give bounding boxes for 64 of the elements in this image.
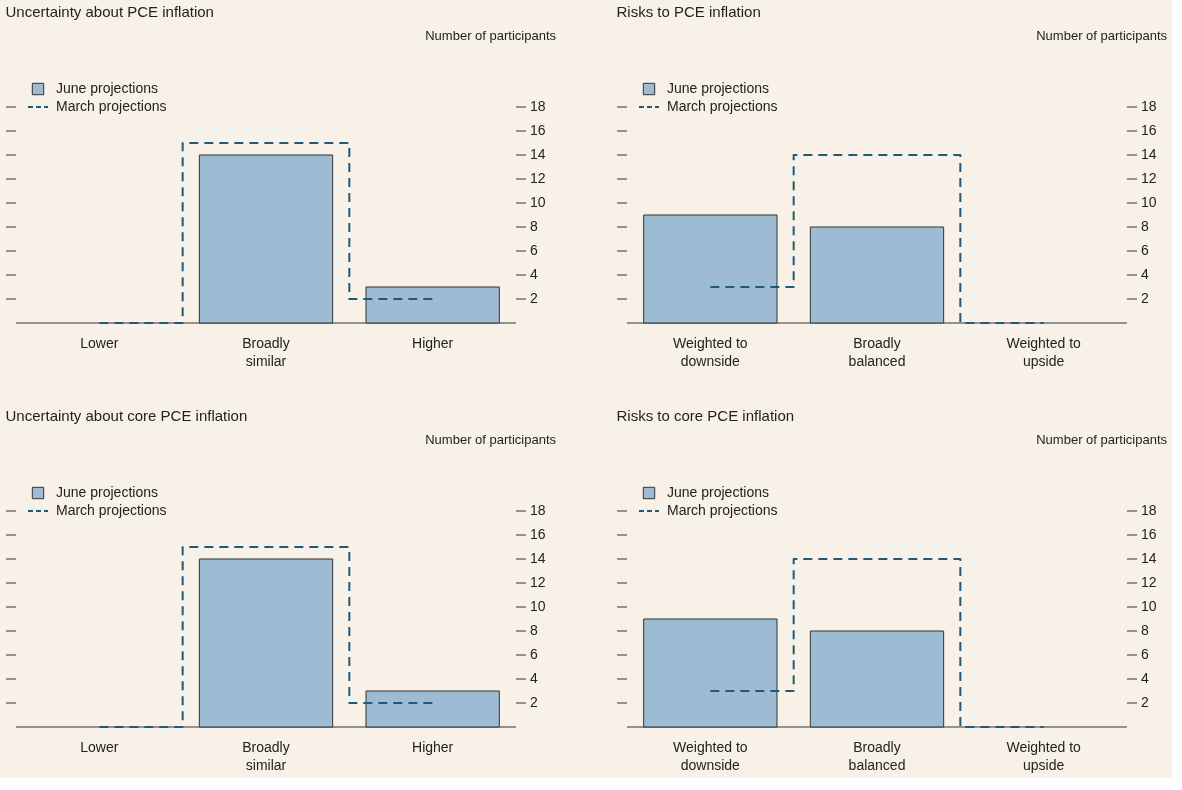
x-tick-label: Weighted to upside bbox=[1006, 739, 1082, 773]
legend-label: June projections bbox=[56, 80, 158, 96]
chart-title: Risks to core PCE inflation bbox=[616, 407, 795, 424]
legend-label: June projections bbox=[667, 80, 769, 96]
x-tick-label: Broadly balanced bbox=[848, 739, 906, 773]
y-axis-title: Number of participants bbox=[1036, 432, 1168, 447]
y-tick-label: 6 bbox=[530, 242, 538, 258]
y-tick-label: 16 bbox=[1141, 122, 1157, 138]
x-tick-label: Higher bbox=[412, 335, 454, 351]
x-tick-label: Higher bbox=[412, 739, 454, 755]
y-tick-label: 18 bbox=[530, 502, 546, 518]
y-tick-label: 4 bbox=[1141, 266, 1149, 282]
y-tick-label: 2 bbox=[1141, 694, 1149, 710]
x-tick-label: Weighted to downside bbox=[673, 335, 748, 369]
y-tick-label: 14 bbox=[530, 146, 546, 162]
legend-label: June projections bbox=[56, 484, 158, 500]
y-tick-label: 12 bbox=[530, 170, 546, 186]
y-tick-label: 12 bbox=[530, 574, 546, 590]
y-tick-label: 10 bbox=[1141, 194, 1157, 210]
x-tick-label: Broadly similar bbox=[242, 335, 290, 369]
y-tick-label: 16 bbox=[530, 122, 546, 138]
y-tick-label: 10 bbox=[530, 194, 546, 210]
y-tick-label: 4 bbox=[530, 266, 538, 282]
y-axis-title: Number of participants bbox=[1036, 28, 1168, 43]
legend-label: March projections bbox=[56, 502, 167, 518]
y-tick-label: 8 bbox=[530, 218, 538, 234]
legend-label: March projections bbox=[667, 502, 778, 518]
x-tick-label: Lower bbox=[80, 739, 119, 755]
y-tick-label: 16 bbox=[530, 526, 546, 542]
y-tick-label: 6 bbox=[1141, 242, 1149, 258]
y-axis-title: Number of participants bbox=[425, 432, 557, 447]
y-tick-label: 4 bbox=[1141, 670, 1149, 686]
y-tick-label: 6 bbox=[530, 646, 538, 662]
y-tick-label: 2 bbox=[530, 290, 538, 306]
legend-label: March projections bbox=[667, 98, 778, 114]
y-tick-label: 18 bbox=[1141, 98, 1157, 114]
y-tick-label: 14 bbox=[530, 550, 546, 566]
legend-label: March projections bbox=[56, 98, 167, 114]
y-tick-label: 14 bbox=[1141, 146, 1157, 162]
y-tick-label: 8 bbox=[1141, 218, 1149, 234]
x-tick-label: Broadly similar bbox=[242, 739, 290, 773]
y-tick-label: 12 bbox=[1141, 574, 1157, 590]
y-tick-label: 2 bbox=[1141, 290, 1149, 306]
y-tick-label: 12 bbox=[1141, 170, 1157, 186]
chart-title: Uncertainty about PCE inflation bbox=[5, 3, 214, 20]
legend-label: June projections bbox=[667, 484, 769, 500]
y-tick-label: 16 bbox=[1141, 526, 1157, 542]
x-tick-label: Broadly balanced bbox=[848, 335, 906, 369]
y-tick-label: 10 bbox=[1141, 598, 1157, 614]
y-tick-label: 2 bbox=[530, 694, 538, 710]
x-tick-label: Lower bbox=[80, 335, 119, 351]
y-tick-label: 8 bbox=[530, 622, 538, 638]
y-tick-label: 10 bbox=[530, 598, 546, 614]
y-tick-label: 8 bbox=[1141, 622, 1149, 638]
y-tick-label: 4 bbox=[530, 670, 538, 686]
x-tick-label: Weighted to upside bbox=[1006, 335, 1082, 369]
y-axis-title: Number of participants bbox=[425, 28, 557, 43]
y-tick-label: 6 bbox=[1141, 646, 1149, 662]
y-tick-label: 14 bbox=[1141, 550, 1157, 566]
chart-title: Uncertainty about core PCE inflation bbox=[5, 407, 248, 424]
x-tick-label: Weighted to downside bbox=[673, 739, 748, 773]
chart-title: Risks to PCE inflation bbox=[616, 3, 761, 20]
y-tick-label: 18 bbox=[1141, 502, 1157, 518]
y-tick-label: 18 bbox=[530, 98, 546, 114]
